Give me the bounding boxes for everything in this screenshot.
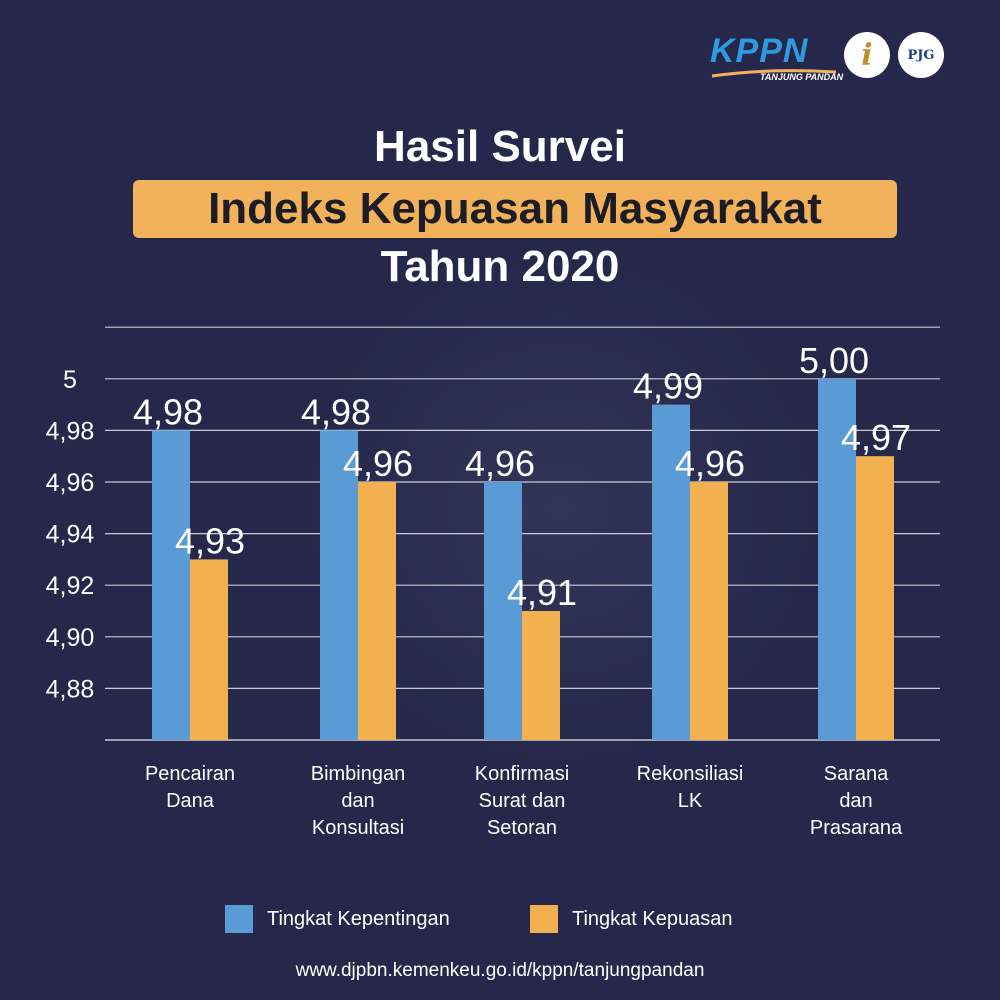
info-logo: i	[844, 32, 890, 78]
category-label: Bimbingan	[311, 763, 406, 785]
kppn-swoosh-icon	[711, 69, 837, 78]
bar-kepuasan	[190, 559, 228, 740]
bar-kepentingan	[818, 378, 856, 740]
y-tick-label: 4,88	[46, 675, 95, 703]
category-label: Konsultasi	[312, 817, 404, 839]
header-logos: KPPN TANJUNG PANDAN i PJG	[710, 28, 970, 88]
category-label: Sarana	[824, 763, 889, 785]
title-line-1: Hasil Survei	[374, 122, 626, 171]
category-label: Surat dan	[479, 790, 566, 812]
data-label-kepentingan: 4,98	[133, 391, 203, 432]
category-label: Setoran	[487, 817, 557, 839]
y-tick-label: 4,90	[46, 624, 95, 652]
legend-item-kepentingan: Tingkat Kepentingan	[225, 905, 450, 933]
kppn-logo-text: KPPN	[710, 32, 809, 70]
category-label: Konfirmasi	[475, 763, 569, 785]
bar-kepentingan	[484, 482, 522, 740]
data-label-kepuasan: 4,93	[175, 520, 245, 561]
y-tick-label: 5	[63, 366, 77, 394]
legend-label-kepuasan: Tingkat Kepuasan	[572, 907, 733, 930]
title-line-2: Indeks Kepuasan Masyarakat	[208, 184, 822, 233]
bar-kepuasan	[358, 482, 396, 740]
y-tick-label: 4,96	[46, 469, 95, 497]
data-label-kepentingan: 4,99	[633, 366, 703, 407]
pjg-logo: PJG	[898, 32, 944, 78]
data-label-kepentingan: 4,96	[465, 443, 535, 484]
category-label: dan	[341, 790, 374, 812]
bar-kepuasan	[856, 456, 894, 740]
bar-kepentingan	[152, 430, 190, 740]
legend-label-kepentingan: Tingkat Kepentingan	[267, 907, 450, 930]
category-label: Pencairan	[145, 763, 235, 785]
bar-chart: 4,88 4,90 4,92 4,94 4,96 4,98 5 4,98 4,98 4,96 4,9…	[46, 326, 940, 839]
category-label: Rekonsiliasi	[637, 763, 744, 785]
legend-item-kepuasan: Tingkat Kepuasan	[530, 905, 732, 933]
bar-kepuasan	[690, 482, 728, 740]
y-tick-label: 4,92	[46, 572, 95, 600]
data-label-kepuasan: 4,96	[343, 443, 413, 484]
info-logo-text: i	[861, 37, 873, 73]
category-label: LK	[678, 790, 703, 812]
data-label-kepentingan: 5,00	[799, 340, 869, 381]
category-label: dan	[839, 790, 872, 812]
data-label-kepentingan: 4,98	[301, 391, 371, 432]
data-label-kepuasan: 4,96	[675, 443, 745, 484]
data-label-kepuasan: 4,97	[841, 417, 911, 458]
chart-legend: Tingkat Kepentingan Tingkat Kepuasan	[0, 905, 1000, 939]
pjg-logo-text: PJG	[907, 47, 935, 63]
footer-url: www.djpbn.kemenkeu.go.id/kppn/tanjungpan…	[295, 960, 705, 981]
legend-swatch-kepentingan	[225, 905, 253, 933]
bar-kepentingan	[652, 404, 690, 740]
legend-swatch-kepuasan	[530, 905, 558, 933]
title-highlight-box: Indeks Kepuasan Masyarakat	[133, 180, 897, 238]
bar-kepuasan	[522, 611, 560, 740]
kppn-logo-subtitle: TANJUNG PANDAN	[760, 72, 844, 82]
category-label: Prasarana	[810, 817, 903, 839]
y-tick-label: 4,94	[46, 521, 95, 549]
category-label: Dana	[166, 790, 215, 812]
bar-kepentingan	[320, 430, 358, 740]
y-tick-label: 4,98	[46, 417, 95, 445]
title-line-3: Tahun 2020	[380, 242, 620, 291]
data-label-kepuasan: 4,91	[507, 572, 577, 613]
kppn-logo: KPPN TANJUNG PANDAN	[710, 32, 843, 82]
